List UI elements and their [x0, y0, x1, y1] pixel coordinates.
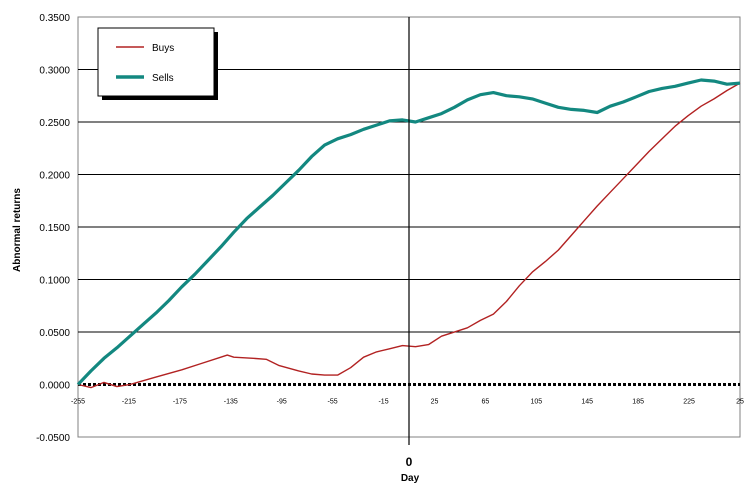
- x-tick-label-13: 25: [736, 399, 744, 406]
- y-tick-label-5: 0.2000: [39, 171, 70, 182]
- x-tick-label-12: 225: [683, 399, 695, 406]
- x-tick-label-1: -215: [122, 399, 136, 406]
- y-tick-label-4: 0.1500: [39, 223, 70, 234]
- x-tick-label-9: 105: [530, 399, 542, 406]
- x-tick-label-11: 185: [632, 399, 644, 406]
- y-tick-label-6: 0.2500: [39, 118, 70, 129]
- legend: Buys Sells: [97, 27, 218, 100]
- series-line-buys: [77, 82, 741, 389]
- x-tick-label-3: -135: [224, 399, 238, 406]
- x-axis-title: Day: [401, 473, 420, 484]
- x-tick-label-7: 25: [431, 399, 439, 406]
- y-tick-label-8: 0.3500: [39, 13, 70, 24]
- y-tick-label-3: 0.1000: [39, 276, 70, 287]
- x-tick-label-10: 145: [581, 399, 593, 406]
- zero-label: 0: [406, 455, 413, 469]
- y-tick-label-1: 0.0000: [39, 381, 70, 392]
- legend-label-buys: Buys: [152, 43, 174, 54]
- y-tick-label-2: 0.0500: [39, 328, 70, 339]
- x-tick-label-2: -175: [173, 399, 187, 406]
- x-tick-labels: -255 -215 -175 -135 -95 -55 -15 25 65 105 145 185 22…: [71, 399, 744, 406]
- y-tick-label-7: 0.3000: [39, 66, 70, 77]
- x-tick-label-0: -255: [71, 399, 85, 406]
- legend-label-sells: Sells: [152, 73, 174, 84]
- x-tick-label-8: 65: [481, 399, 489, 406]
- y-tick-label-0: -0.0500: [36, 433, 70, 444]
- y-tick-labels: -0.0500 0.0000 0.0500 0.1000 0.1500 0.2000 0.2…: [36, 13, 70, 444]
- x-tick-label-5: -55: [328, 399, 338, 406]
- y-axis-title: Abnormal returns: [12, 188, 23, 272]
- x-tick-label-6: -15: [378, 399, 388, 406]
- legend-box: [97, 27, 215, 97]
- x-tick-label-4: -95: [277, 399, 287, 406]
